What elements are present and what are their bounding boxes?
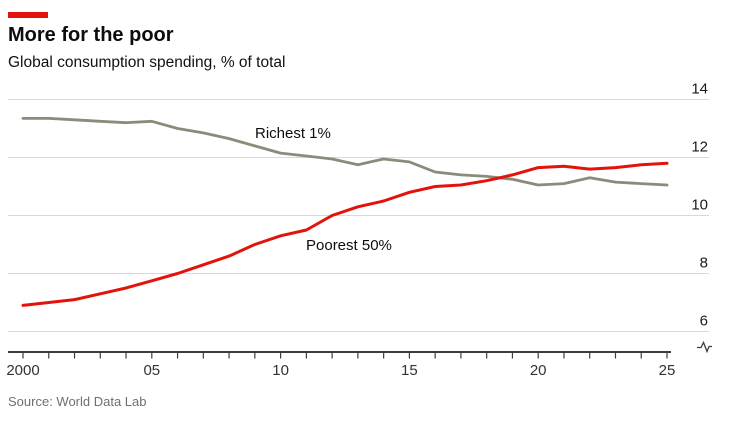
brand-tag-bar bbox=[8, 12, 48, 18]
richest-1pct-label: Richest 1% bbox=[255, 125, 331, 142]
chart-title: More for the poor bbox=[8, 24, 174, 46]
y-tick-label: 12 bbox=[691, 139, 708, 156]
y-tick-label: 6 bbox=[700, 313, 708, 330]
x-tick-label: 15 bbox=[401, 362, 418, 379]
y-tick-label: 10 bbox=[691, 197, 708, 214]
y-tick-label: 14 bbox=[691, 81, 708, 98]
axis-break-icon bbox=[697, 340, 712, 354]
chart-subtitle: Global consumption spending, % of total bbox=[8, 54, 286, 71]
x-tick-label: 25 bbox=[659, 362, 676, 379]
poorest-50pct-label: Poorest 50% bbox=[306, 237, 392, 254]
source-note: Source: World Data Lab bbox=[8, 394, 147, 409]
x-tick-label: 10 bbox=[272, 362, 289, 379]
line-chart: 14 12 10 8 6 2000 05 10 15 20 25 Richest 1% Poorest … bbox=[6, 81, 712, 379]
x-tick-label: 05 bbox=[143, 362, 160, 379]
x-tick-label: 20 bbox=[530, 362, 547, 379]
richest-1pct-line bbox=[21, 117, 669, 187]
x-tick-label: 2000 bbox=[6, 362, 39, 379]
poorest-50pct-line bbox=[21, 161, 669, 307]
y-tick-label: 8 bbox=[700, 255, 708, 272]
